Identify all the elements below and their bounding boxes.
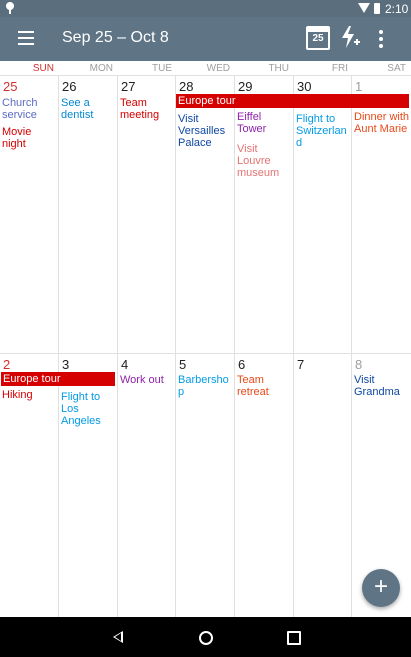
- calendar-grid[interactable]: 25 26 27 28 29 30 1 Europe tour Church s…: [0, 76, 411, 617]
- recent-apps-icon[interactable]: [287, 631, 301, 645]
- week-divider: [0, 353, 411, 354]
- navigation-bar: [0, 617, 411, 657]
- event-eiffel-tower[interactable]: Eiffel Tower: [237, 111, 267, 135]
- event-flight-los-angeles[interactable]: Flight to Los Angeles: [61, 391, 101, 427]
- weekday-wed: WED: [206, 63, 230, 74]
- quick-add-bolt-icon[interactable]: [340, 25, 360, 49]
- day-number[interactable]: 5: [179, 357, 187, 372]
- event-team-retreat[interactable]: Team retreat: [237, 374, 269, 398]
- divider: [351, 76, 352, 617]
- day-number[interactable]: 8: [355, 357, 363, 372]
- wifi-icon: [358, 3, 370, 13]
- divider: [175, 76, 176, 617]
- event-movie-night[interactable]: Movie night: [2, 126, 32, 150]
- weekday-tue: TUE: [152, 63, 172, 74]
- day-number[interactable]: 2: [3, 357, 11, 372]
- event-barbershop[interactable]: Barbershop: [178, 374, 229, 398]
- event-see-a-dentist[interactable]: See a dentist: [61, 97, 94, 121]
- weekday-mon: MON: [89, 63, 113, 74]
- weekday-thu: THU: [268, 63, 289, 74]
- today-calendar-icon[interactable]: 25: [306, 26, 330, 50]
- event-visit-versailles[interactable]: Visit Versailles Palace: [178, 113, 226, 149]
- divider: [117, 76, 118, 617]
- today-number: 25: [312, 33, 324, 44]
- divider: [293, 76, 294, 617]
- date-range-title[interactable]: Sep 25 – Oct 8: [62, 29, 169, 46]
- day-number[interactable]: 1: [355, 79, 363, 94]
- day-number[interactable]: 6: [238, 357, 246, 372]
- status-bar: 2:10: [0, 0, 411, 17]
- event-team-meeting[interactable]: Team meeting: [120, 97, 160, 121]
- day-number[interactable]: 4: [121, 357, 129, 372]
- day-number[interactable]: 30: [297, 79, 312, 94]
- menu-icon[interactable]: [18, 31, 34, 45]
- event-dinner-aunt-marie[interactable]: Dinner with Aunt Marie: [354, 111, 410, 135]
- event-visit-louvre[interactable]: Visit Louvre museum: [237, 143, 280, 179]
- day-number[interactable]: 25: [3, 79, 18, 94]
- back-icon[interactable]: [113, 631, 123, 643]
- event-hiking[interactable]: Hiking: [2, 389, 33, 401]
- battery-icon: [374, 3, 380, 14]
- weekday-header: SUN MON TUE WED THU FRI SAT: [0, 61, 411, 76]
- event-work-out[interactable]: Work out: [120, 374, 164, 386]
- weekday-fri: FRI: [331, 63, 348, 74]
- day-number[interactable]: 26: [62, 79, 77, 94]
- event-flight-switzerland[interactable]: Flight to Switzerland: [296, 113, 347, 149]
- day-number[interactable]: 7: [297, 357, 305, 372]
- weekday-sat: SAT: [387, 63, 406, 74]
- weekday-sun: SUN: [32, 63, 54, 74]
- add-event-button[interactable]: +: [362, 569, 400, 607]
- more-options-icon[interactable]: [379, 30, 383, 48]
- divider: [234, 76, 235, 617]
- toolbar: Sep 25 – Oct 8 25: [0, 17, 411, 61]
- event-church-service[interactable]: Church service: [2, 97, 38, 121]
- status-time: 2:10: [385, 2, 409, 16]
- day-number[interactable]: 28: [179, 79, 194, 94]
- day-number[interactable]: 29: [238, 79, 253, 94]
- day-number[interactable]: 27: [121, 79, 136, 94]
- home-icon[interactable]: [199, 631, 213, 645]
- day-number[interactable]: 3: [62, 357, 70, 372]
- notification-icon: [6, 2, 14, 14]
- event-visit-grandma[interactable]: Visit Grandma: [354, 374, 400, 398]
- event-europe-tour[interactable]: Europe tour: [1, 372, 115, 386]
- event-europe-tour[interactable]: Europe tour: [176, 94, 409, 108]
- divider: [58, 76, 59, 617]
